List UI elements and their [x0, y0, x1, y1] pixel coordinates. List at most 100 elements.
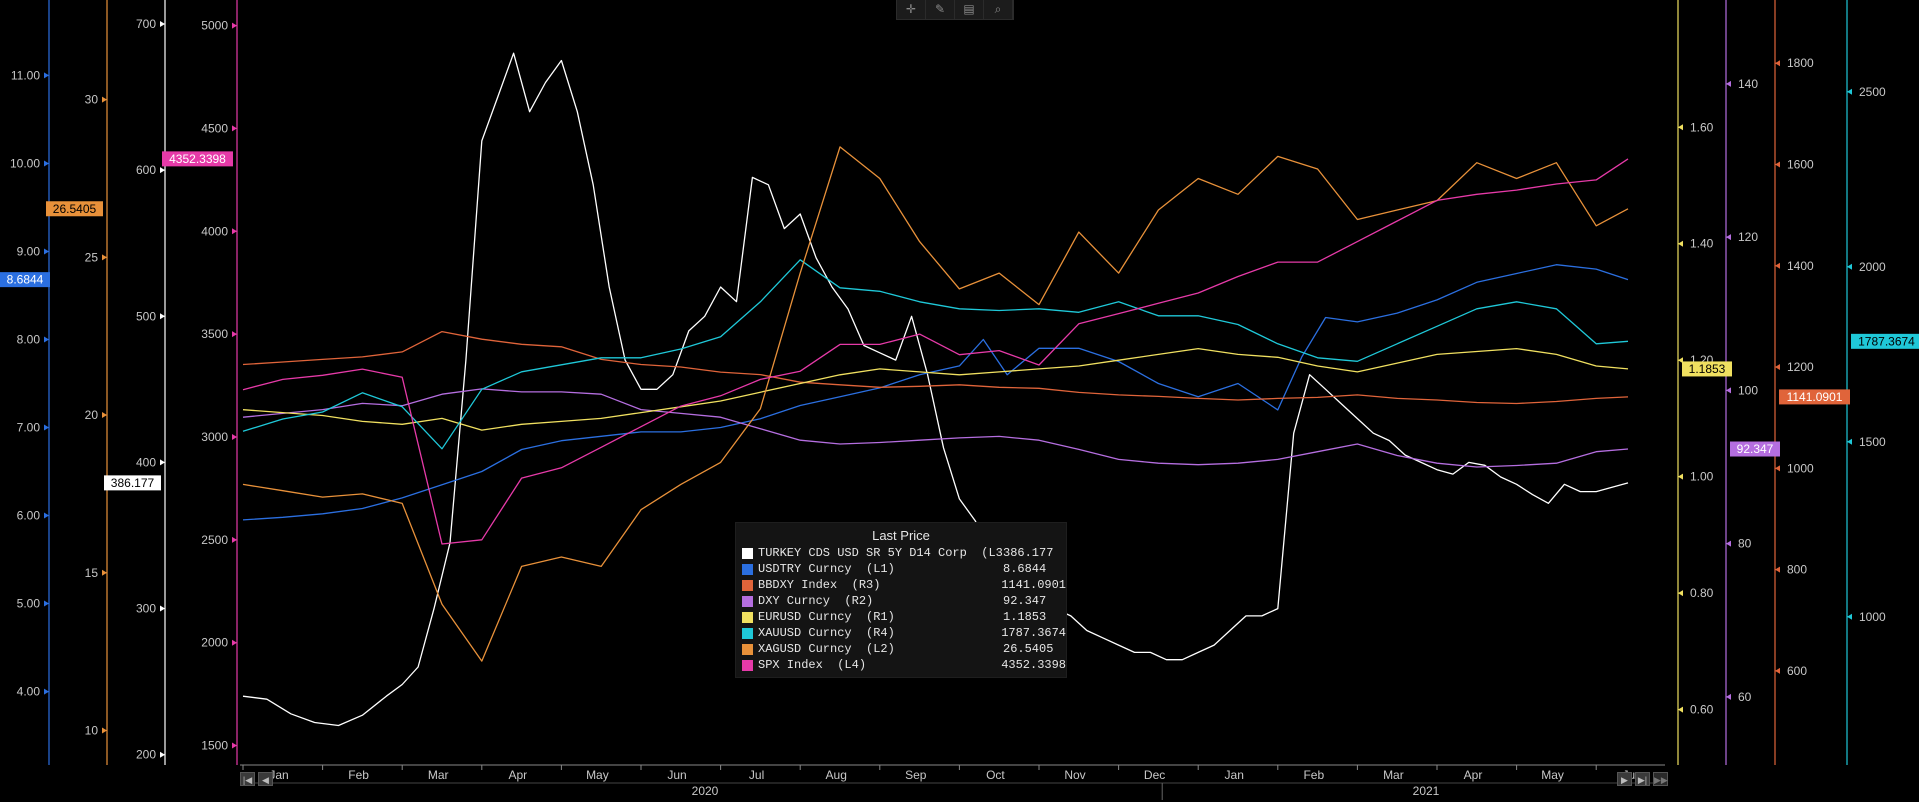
axis-tick-marker-L4 [232, 228, 237, 235]
legend-rows: TURKEY CDS USD SR 5Y D14 Corp (L3) 386.17… [736, 545, 1066, 673]
draw-icon[interactable]: ✎ [926, 0, 955, 19]
axis-tick-marker-L1 [44, 248, 49, 255]
axis-tick-marker-L1 [44, 512, 49, 519]
axis-tick-marker-L3 [160, 167, 165, 174]
axis-tick-marker-L3 [160, 605, 165, 612]
legend-last-price: 4352.3398 [1001, 658, 1066, 672]
scroll-last-button[interactable]: ▶| [1635, 772, 1650, 786]
axis-tick-marker-L1 [44, 72, 49, 79]
legend-swatch [742, 627, 753, 639]
scroll-prev-button[interactable]: ◀ [258, 772, 273, 786]
legend-series-name: XAUUSD Curncy (R4) [758, 626, 895, 640]
tick-label-R4: 1500 [1859, 435, 1886, 449]
year-label: 2021 [1413, 784, 1440, 798]
axis-tick-marker-L2 [102, 569, 107, 576]
month-label: Dec [1144, 768, 1165, 782]
legend-last-price: 1787.3674 [1001, 626, 1066, 640]
last-price-badge-spx: 4352.3398 [162, 151, 233, 167]
axes-layer: 4.00 5.00 6.00 7.00 8.00 9.00 10.00 11.00 10 15 20… [10, 0, 1886, 765]
legend-swatch [742, 611, 753, 623]
tick-label-R3: 1200 [1787, 360, 1814, 374]
axis-tick-marker-R2 [1726, 693, 1731, 700]
scroll-first-button[interactable]: |◀ [240, 772, 255, 786]
tick-label-R4: 1000 [1859, 610, 1886, 624]
axis-tick-marker-R4 [1847, 263, 1852, 270]
legend-item: SPX Index (L4) 4352.3398 [736, 657, 1066, 673]
legend-series-name: BBDXY Index (R3) [758, 578, 881, 592]
last-price-badge-eurusd: 1.1853 [1682, 361, 1732, 377]
tick-label-L3: 400 [136, 455, 156, 469]
series-line-dxy [242, 388, 1629, 468]
legend-item: XAGUSD Curncy (L2) 26.5405 [736, 641, 1066, 657]
axis-tick-marker-L1 [44, 424, 49, 431]
month-label: Nov [1064, 768, 1085, 782]
legend-title: Last Price [872, 528, 930, 543]
legend-last-price: 8.6844 [1003, 562, 1047, 576]
last-price-badge-bg-turkey_cds [104, 475, 161, 491]
last-price-badge-text-dxy: 92.347 [1737, 442, 1774, 456]
legend-swatch [742, 563, 753, 575]
axis-tick-marker-L1 [44, 336, 49, 343]
last-price-badge-bg-xauusd [1851, 333, 1919, 349]
month-label: May [586, 768, 609, 782]
legend-series-name: SPX Index (L4) [758, 658, 867, 672]
tick-label-R2: 60 [1738, 690, 1752, 704]
tick-label-L2: 10 [85, 723, 99, 737]
legend-item: XAUUSD Curncy (R4) 1787.3674 [736, 625, 1066, 641]
tick-label-L4: 1500 [201, 739, 228, 753]
legend-series-name: XAGUSD Curncy (L2) [758, 642, 895, 656]
axis-tick-marker-R3 [1775, 161, 1780, 168]
tick-label-R2: 100 [1738, 383, 1758, 397]
axis-tick-marker-L4 [232, 331, 237, 338]
x-axis: Jan Feb Mar Apr May Jun Jul Aug Sep Oct Nov Dec Jan F… [240, 764, 1665, 800]
tick-label-R3: 600 [1787, 664, 1807, 678]
month-label: Apr [508, 768, 527, 782]
tick-label-L4: 3000 [201, 430, 228, 444]
month-label: Jul [749, 768, 764, 782]
series-line-bbdxy [242, 330, 1629, 405]
tick-label-L4: 4500 [201, 121, 228, 135]
zoom-icon[interactable]: ⌕ [984, 0, 1013, 19]
tick-label-L4: 4000 [201, 224, 228, 238]
tick-label-R1: 1.60 [1690, 120, 1714, 134]
last-price-badge-bg-bbdxy [1779, 389, 1850, 405]
last-price-badge-dxy: 92.347 [1730, 441, 1780, 457]
axis-tick-marker-L2 [102, 412, 107, 419]
month-label: Mar [1383, 768, 1404, 782]
year-label: 2020 [692, 784, 719, 798]
tick-label-R1: 0.60 [1690, 703, 1714, 717]
tick-label-R3: 1000 [1787, 461, 1814, 475]
tick-label-L3: 600 [136, 163, 156, 177]
legend-series-name: TURKEY CDS USD SR 5Y D14 Corp (L3) [758, 546, 1003, 560]
table-icon[interactable]: ▤ [955, 0, 984, 19]
legend-series-name: DXY Curncy (R2) [758, 594, 874, 608]
axis-tick-marker-R1 [1678, 357, 1683, 364]
scroll-next-button[interactable]: ▶ [1617, 772, 1632, 786]
month-label: Oct [986, 768, 1005, 782]
last-price-badge-text-xagusd: 26.5405 [53, 202, 97, 216]
scroll-end-button[interactable]: ▶▶ [1653, 772, 1668, 786]
last-price-badge-bg-spx [162, 151, 233, 167]
axis-tick-marker-L4 [232, 22, 237, 29]
legend-item: TURKEY CDS USD SR 5Y D14 Corp (L3) 386.17… [736, 545, 1066, 561]
axis-tick-marker-R2 [1726, 540, 1731, 547]
axis-tick-marker-L2 [102, 727, 107, 734]
axis-tick-marker-L4 [232, 742, 237, 749]
tick-label-L2: 20 [85, 408, 99, 422]
month-label: Jan [269, 768, 288, 782]
axis-tick-marker-L2 [102, 254, 107, 261]
axis-tick-marker-R4 [1847, 438, 1852, 445]
crosshair-icon[interactable]: ✛ [897, 0, 926, 19]
tick-label-R1: 1.00 [1690, 470, 1714, 484]
legend-item: DXY Curncy (R2) 92.347 [736, 593, 1066, 609]
month-label: Jan [1225, 768, 1244, 782]
legend-last-price: 92.347 [1003, 594, 1047, 608]
axis-tick-marker-R1 [1678, 706, 1683, 713]
axis-tick-marker-L4 [232, 536, 237, 543]
series-line-turkey_cds [242, 52, 1629, 727]
axis-tick-marker-L1 [44, 688, 49, 695]
axis-tick-marker-R3 [1775, 667, 1780, 674]
axis-tick-marker-R4 [1847, 613, 1852, 620]
tick-label-R1: 0.80 [1690, 586, 1714, 600]
tick-label-L2: 30 [85, 93, 99, 107]
